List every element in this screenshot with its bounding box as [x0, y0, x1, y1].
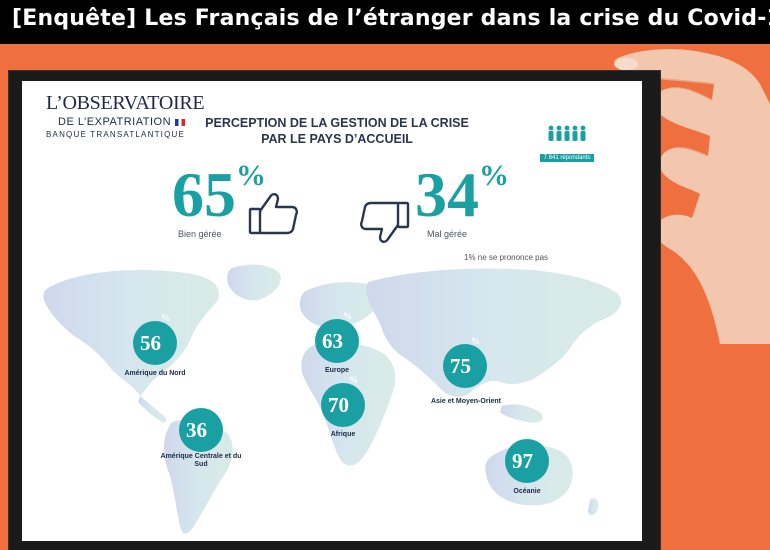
region-unit: %: [343, 311, 352, 321]
region-label: Océanie: [513, 488, 541, 495]
region-unit: %: [161, 313, 170, 323]
no-opinion-note: 1% ne se prononce pas: [464, 253, 549, 262]
respondents-count: 7 841 répondants: [539, 154, 595, 162]
region-value: 75: [450, 354, 471, 378]
page-title: [Enquête] Les Français de l’étranger dan…: [12, 6, 770, 31]
observatoire-logo: L’OBSERVATOIRE DE L’EXPATRIATION BANQUE …: [46, 92, 205, 139]
bad-unit: %: [479, 159, 509, 192]
region-value: 36: [186, 418, 207, 442]
hand-image: [614, 49, 770, 344]
thumbs-down-icon: [360, 201, 410, 243]
region-label: Europe: [324, 367, 350, 374]
title-bar: [Enquête] Les Français de l’étranger dan…: [0, 0, 770, 44]
region-value: 63: [322, 329, 343, 353]
logo-line2: DE L’EXPATRIATION: [46, 116, 204, 128]
bad-label: Mal gérée: [427, 229, 468, 239]
good-value: 65: [172, 159, 236, 230]
region-bubble: 56%: [133, 313, 177, 365]
region-unit: %: [207, 400, 216, 410]
logo-line1: L’OBSERVATOIRE: [46, 92, 205, 114]
region-value: 70: [328, 393, 349, 417]
bad-value: 34: [415, 159, 479, 230]
infographic-title-line2: PAR LE PAYS D’ACCUEIL: [261, 132, 413, 146]
people-icon: [548, 125, 586, 141]
region-value: 97: [512, 449, 533, 473]
bad-percentage: 34%: [415, 161, 509, 227]
region-label: Asie et Moyen-Orient: [430, 398, 501, 405]
thumbs-up-icon: [248, 193, 298, 235]
region-unit: %: [471, 336, 480, 346]
region-bubble: 36%: [179, 400, 223, 452]
infographic-title-line1: PERCEPTION DE LA GESTION DE LA CRISE: [205, 116, 469, 130]
region-label: Amérique Centrale et du Sud: [160, 453, 242, 468]
region-value: 56: [140, 331, 161, 355]
respondents-badge: 7 841 répondants: [532, 125, 602, 164]
logo-line2-text: DE L’EXPATRIATION: [58, 116, 172, 128]
good-unit: %: [236, 159, 266, 192]
infographic: L’OBSERVATOIRE DE L’EXPATRIATION BANQUE …: [22, 81, 642, 541]
good-percentage: 65%: [172, 161, 266, 227]
region-bubble: 75%: [443, 336, 487, 388]
region-bubble: 97%: [505, 431, 549, 483]
logo-line3: BANQUE TRANSATLANTIQUE: [46, 130, 186, 139]
region-label: Amérique du Nord: [124, 370, 186, 377]
good-label: Bien gérée: [178, 229, 222, 239]
world-map: [43, 264, 622, 534]
region-bubble: 70%: [321, 375, 365, 427]
region-unit: %: [349, 375, 358, 385]
french-flag-icon: [175, 118, 186, 126]
infographic-title: PERCEPTION DE LA GESTION DE LA CRISE PAR…: [182, 115, 492, 147]
region-unit: %: [533, 431, 542, 441]
region-label: Afrique: [330, 431, 356, 438]
region-bubble: 63%: [315, 311, 359, 363]
